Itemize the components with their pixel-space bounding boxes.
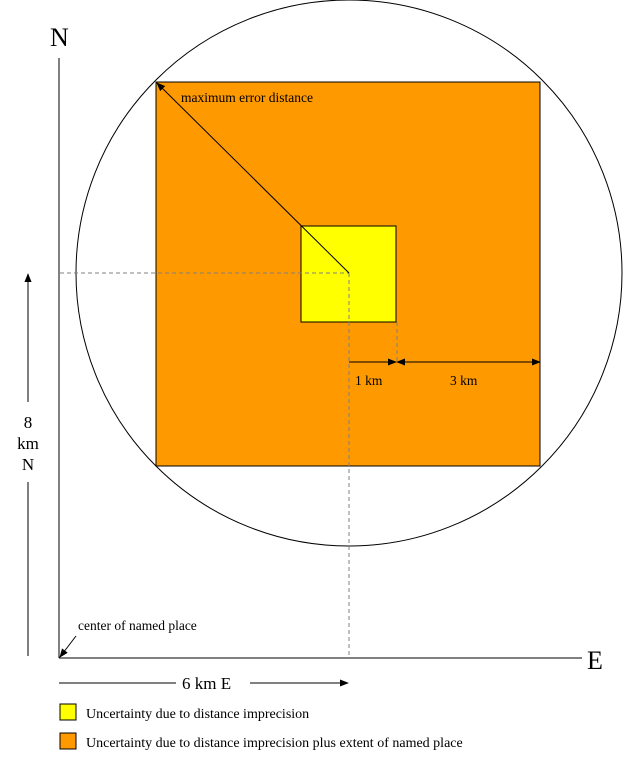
north-axis-label: N (50, 23, 69, 52)
max-error-distance-arrow (156, 82, 350, 274)
east-distance-label: 6 km E (182, 674, 231, 693)
legend-label-orange: Uncertainty due to distance imprecision … (86, 736, 463, 751)
north-distance-label-unit: km (17, 434, 39, 453)
legend-swatch-yellow (59, 703, 77, 721)
center-named-place-label: center of named place (78, 618, 197, 633)
east-axis-label: E (587, 646, 603, 675)
legend-swatch-orange (59, 732, 77, 750)
three-km-label: 3 km (450, 373, 478, 388)
legend-label-yellow: Uncertainty due to distance imprecision (86, 707, 309, 722)
north-distance-label-direction: N (22, 455, 34, 474)
max-error-distance-label: maximum error distance (181, 90, 313, 105)
center-named-place-pointer (59, 635, 77, 658)
one-km-label: 1 km (355, 373, 383, 388)
north-distance-label-number: 8 (24, 413, 33, 432)
